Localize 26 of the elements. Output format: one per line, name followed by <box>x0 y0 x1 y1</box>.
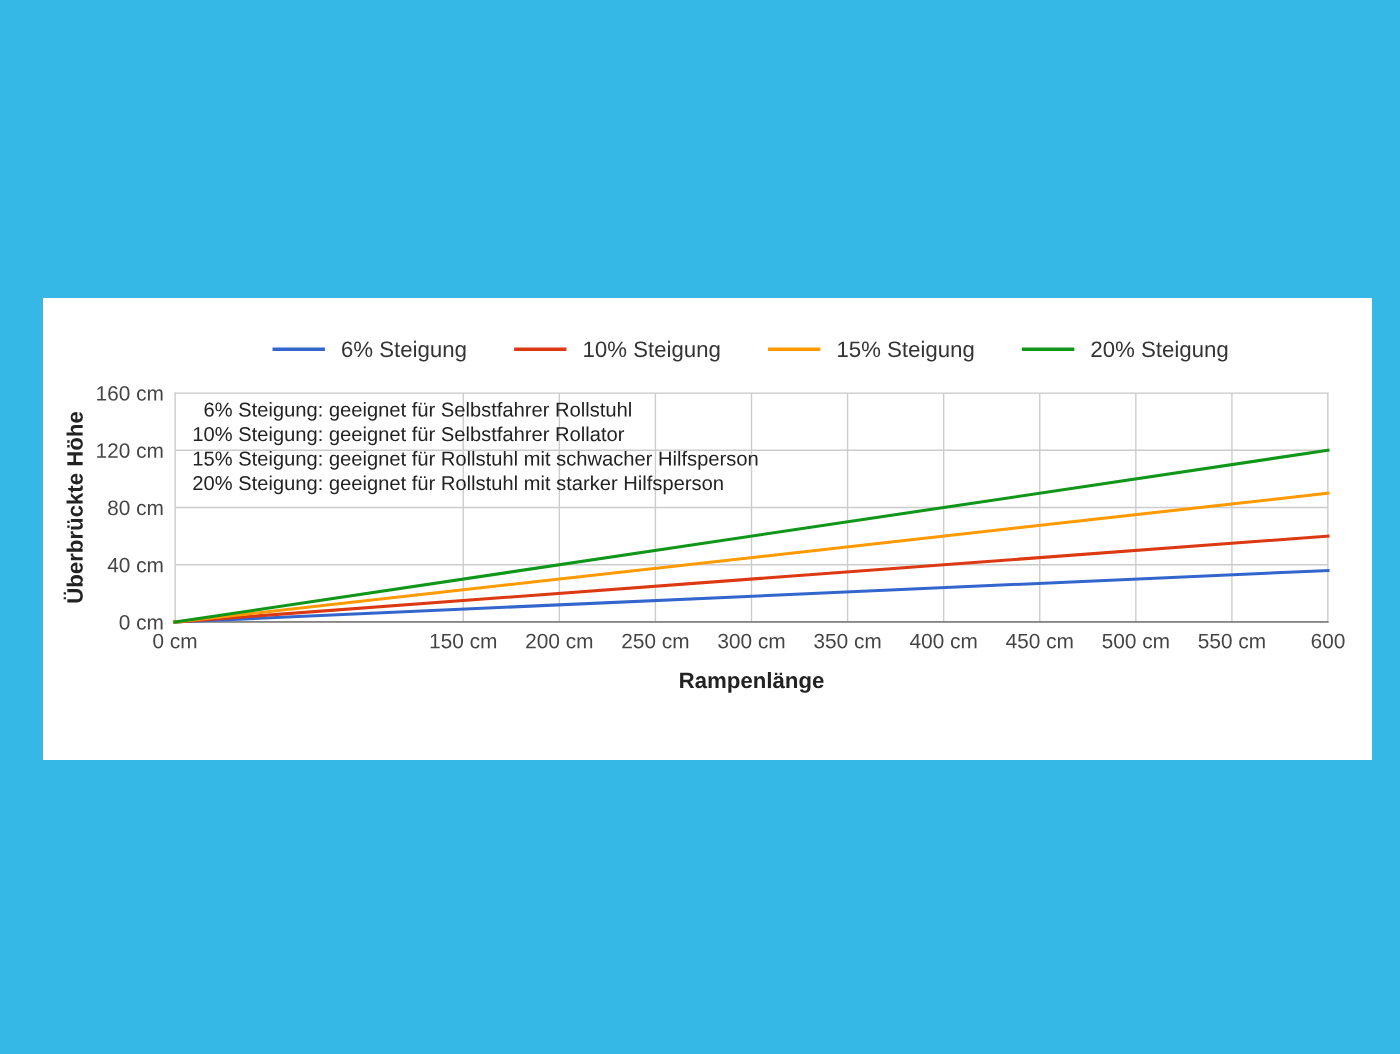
legend-label: 20% Steigung <box>1091 340 1228 362</box>
legend-label: 6% Steigung <box>342 340 466 362</box>
x-tick-label: 600 <box>1311 633 1345 649</box>
annotation: 15% Steigung: geeignet für Rollstuhl mit schwacher Hilfsperson <box>193 450 758 470</box>
y-tick-label: 0 cm <box>119 615 163 630</box>
x-tick-label: 0 cm <box>153 633 197 649</box>
x-tick-label: 550 cm <box>1198 633 1265 649</box>
x-axis-title: Rampenlänge <box>680 671 824 693</box>
annotation: 6% Steigung: geeignet für Selbstfahrer Rollstuhl <box>204 401 631 421</box>
y-tick-label: 120 cm <box>97 443 163 458</box>
x-tick-label: 300 cm <box>718 633 785 649</box>
x-tick-label: 400 cm <box>909 633 977 649</box>
y-axis-title: Überbrückte Höhe <box>63 411 83 603</box>
y-tick-label: 40 cm <box>107 557 163 573</box>
x-tick-label: 150 cm <box>430 633 497 649</box>
x-tick-label: 450 cm <box>1006 633 1073 649</box>
x-tick-label: 200 cm <box>526 633 593 649</box>
y-tick-label: 160 cm <box>97 386 163 401</box>
annotation: 10% Steigung: geeignet für Selbstfahrer Rollator <box>193 426 625 446</box>
x-tick-label: 500 cm <box>1102 633 1169 649</box>
legend-label: 10% Steigung <box>584 340 720 362</box>
x-tick-label: 250 cm <box>622 633 689 649</box>
annotation: 20% Steigung: geeignet für Rollstuhl mit starker Hilfsperson <box>193 475 723 495</box>
y-tick-label: 80 cm <box>108 500 163 516</box>
legend-label: 15% Steigung <box>838 340 974 362</box>
x-tick-label: 350 cm <box>814 633 881 649</box>
